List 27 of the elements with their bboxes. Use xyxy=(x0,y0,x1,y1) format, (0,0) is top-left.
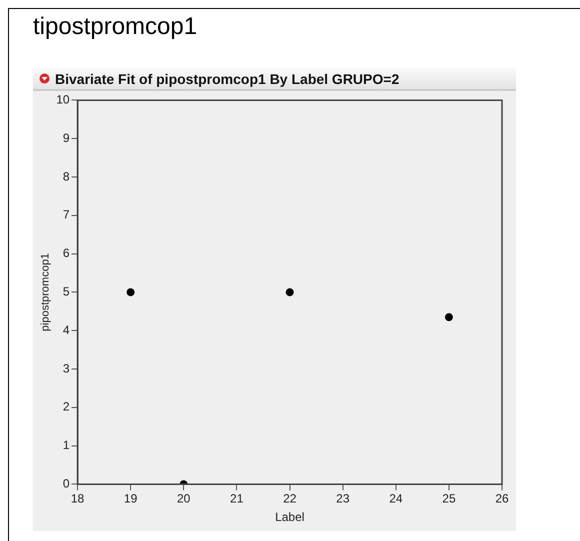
chart-title: tipostpromcop1 xyxy=(33,13,198,41)
x-tick-label: 21 xyxy=(230,492,244,506)
x-tick-label: 19 xyxy=(124,492,138,506)
x-tick-label: 23 xyxy=(336,492,350,506)
x-tick-label: 26 xyxy=(495,492,509,506)
y-tick-label: 7 xyxy=(62,208,70,222)
x-tick-label: 20 xyxy=(176,492,191,506)
y-axis-title: pipostpromcop1 xyxy=(40,253,52,332)
point xyxy=(126,288,135,296)
x-tick-label: 18 xyxy=(70,492,85,506)
x-tick-label: 22 xyxy=(283,492,297,506)
y-tick-label: 5 xyxy=(62,284,70,299)
point xyxy=(444,313,453,322)
y-tick-label: 9 xyxy=(62,130,70,145)
x-tick-label: 24 xyxy=(389,492,403,506)
point xyxy=(286,288,294,296)
y-tick-label: 0 xyxy=(62,476,70,491)
x-axis-title: Label xyxy=(275,510,304,524)
y-tick-label: 8 xyxy=(62,169,70,184)
y-tick-label: 10 xyxy=(56,92,70,107)
y-tick-label: 3 xyxy=(62,361,70,376)
y-tick-label: 2 xyxy=(62,400,70,414)
y-tick-label: 4 xyxy=(62,322,70,337)
chart-subtitle: Bivariate Fit of pipostpromcop1 By Label GRUPO=2 xyxy=(55,70,400,86)
y-tick-label: 6 xyxy=(62,246,70,260)
y-tick-label: 1 xyxy=(62,438,70,452)
x-tick-label: 25 xyxy=(442,492,456,506)
